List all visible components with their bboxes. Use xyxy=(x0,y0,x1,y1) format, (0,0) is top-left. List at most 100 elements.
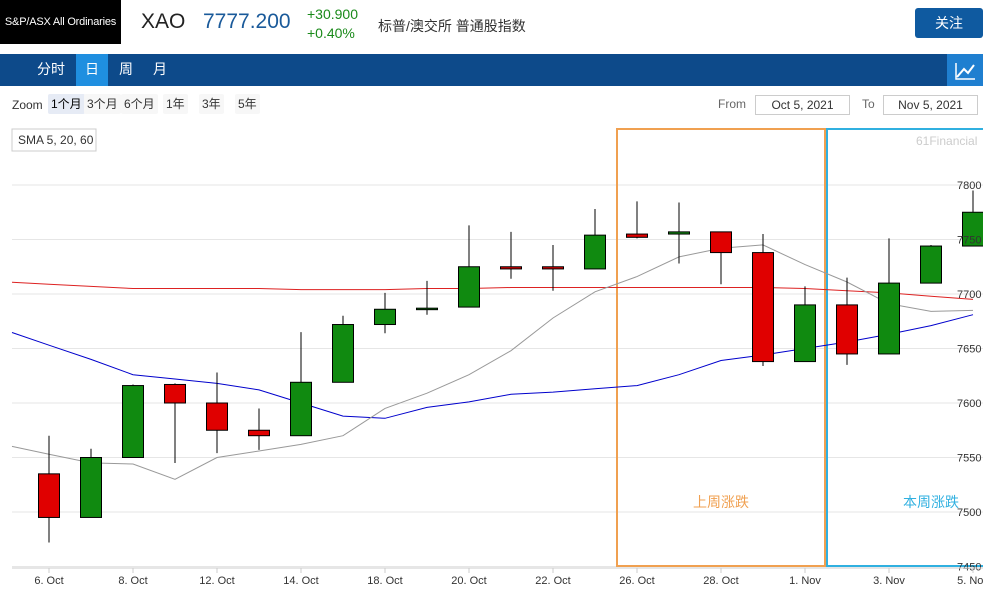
candle-body-down xyxy=(542,266,564,270)
candle-body-down xyxy=(500,266,522,270)
candlestick xyxy=(668,202,690,264)
candle-body-up xyxy=(668,231,690,235)
y-tick-label: 7500 xyxy=(957,507,981,519)
candlestick xyxy=(920,244,942,284)
candlestick xyxy=(416,280,438,315)
change-percent: +0.40% xyxy=(307,25,355,41)
x-tick-label: 26. Oct xyxy=(619,575,654,587)
candlestick xyxy=(710,231,732,285)
y-tick-label: 7550 xyxy=(957,453,981,465)
chart-type-icon[interactable] xyxy=(947,54,983,86)
index-name: 标普/澳交所 普通股指数 xyxy=(378,18,526,34)
to-label: To xyxy=(862,97,875,111)
candlestick xyxy=(542,244,564,291)
candle-body-down xyxy=(836,304,858,355)
candle-body-up xyxy=(374,308,396,326)
to-date-input[interactable] xyxy=(883,95,978,115)
candle-body-down xyxy=(164,383,186,404)
tab-intraday[interactable]: 分时 xyxy=(37,62,65,78)
sma5-line xyxy=(11,244,974,480)
candlestick xyxy=(80,448,102,518)
candlestick xyxy=(458,225,480,308)
candle-body-up xyxy=(80,457,102,518)
zoom-6m-button[interactable]: 6个月 xyxy=(121,94,158,114)
candle-body-up xyxy=(416,307,438,311)
line-chart-icon xyxy=(955,63,975,80)
x-tick-label: 22. Oct xyxy=(535,575,570,587)
candlestick xyxy=(206,372,228,454)
zoom-1y-button[interactable]: 1年 xyxy=(163,94,188,114)
from-label: From xyxy=(718,97,746,111)
x-tick-label: 20. Oct xyxy=(451,575,486,587)
candlestick xyxy=(248,408,270,450)
candlestick xyxy=(38,435,60,543)
sma60-line xyxy=(11,281,974,300)
tab-monthly[interactable]: 月 xyxy=(153,62,167,78)
sma-legend: SMA 5, 20, 60 xyxy=(18,133,94,147)
candlestick xyxy=(164,383,186,463)
annotation-box xyxy=(826,128,983,567)
x-tick-label: 1. Nov xyxy=(789,575,821,587)
zoom-3m-button[interactable]: 3个月 xyxy=(84,94,121,114)
period-tab-bar: 分时 日 周 月 xyxy=(0,54,983,86)
price-change: +30.900 +0.40% xyxy=(307,5,358,43)
x-tick-label: 3. Nov xyxy=(873,575,905,587)
candlestick xyxy=(290,332,312,437)
candlestick xyxy=(584,208,606,270)
y-tick-label: 7800 xyxy=(957,180,981,192)
candle-body-up xyxy=(584,234,606,270)
candle-body-up xyxy=(920,245,942,284)
candle-body-down xyxy=(206,402,228,431)
y-tick-label: 7750 xyxy=(957,235,981,247)
watermark: 61Financial xyxy=(916,134,977,148)
candle-body-down xyxy=(38,473,60,518)
follow-button[interactable]: 关注 xyxy=(915,8,983,38)
candlestick xyxy=(878,238,900,355)
annotation-box xyxy=(616,128,826,567)
x-tick-label: 14. Oct xyxy=(283,575,318,587)
y-tick-label: 7600 xyxy=(957,398,981,410)
x-tick-label: 5. Nov xyxy=(957,575,983,587)
x-tick-label: 8. Oct xyxy=(118,575,147,587)
tab-daily[interactable]: 日 xyxy=(76,54,108,86)
candlestick xyxy=(122,384,144,458)
candlestick xyxy=(626,201,648,239)
candlestick xyxy=(962,190,983,247)
candlestick xyxy=(836,277,858,365)
candle-body-up xyxy=(290,381,312,437)
candle-body-down xyxy=(752,252,774,363)
candlestick xyxy=(374,292,396,334)
candle-body-up xyxy=(794,304,816,363)
index-logo: S&P/ASX All Ordinaries xyxy=(0,0,121,44)
y-tick-label: 7700 xyxy=(957,289,981,301)
candle-body-down xyxy=(248,429,270,437)
candlestick xyxy=(752,234,774,366)
annotation-label: 本周涨跌 xyxy=(903,495,959,511)
candle-body-up xyxy=(962,211,983,247)
from-date-input[interactable] xyxy=(755,95,850,115)
ticker-symbol: XAO xyxy=(141,10,186,33)
candlestick xyxy=(794,286,816,363)
candle-body-down xyxy=(626,233,648,238)
x-tick-label: 12. Oct xyxy=(199,575,234,587)
candle-body-up xyxy=(332,324,354,383)
zoom-5y-button[interactable]: 5年 xyxy=(235,94,260,114)
candle-body-up xyxy=(458,266,480,308)
sma-legend-box xyxy=(11,128,97,152)
candle-body-up xyxy=(122,385,144,458)
change-absolute: +30.900 xyxy=(307,6,358,22)
zoom-3y-button[interactable]: 3年 xyxy=(199,94,224,114)
x-tick-label: 6. Oct xyxy=(34,575,63,587)
tab-weekly[interactable]: 周 xyxy=(119,62,133,78)
candlestick xyxy=(500,231,522,279)
candlestick xyxy=(332,315,354,383)
zoom-row: Zoom 1个月 3个月 6个月 1年 3年 5年 From To xyxy=(0,92,983,118)
header-bar: S&P/ASX All Ordinaries XAO 7777.200 +30.… xyxy=(0,0,983,44)
zoom-1m-button[interactable]: 1个月 xyxy=(48,94,85,114)
last-price: 7777.200 xyxy=(203,10,291,33)
candle-body-up xyxy=(878,282,900,355)
x-tick-label: 28. Oct xyxy=(703,575,738,587)
y-tick-label: 7650 xyxy=(957,344,981,356)
x-tick-label: 18. Oct xyxy=(367,575,402,587)
